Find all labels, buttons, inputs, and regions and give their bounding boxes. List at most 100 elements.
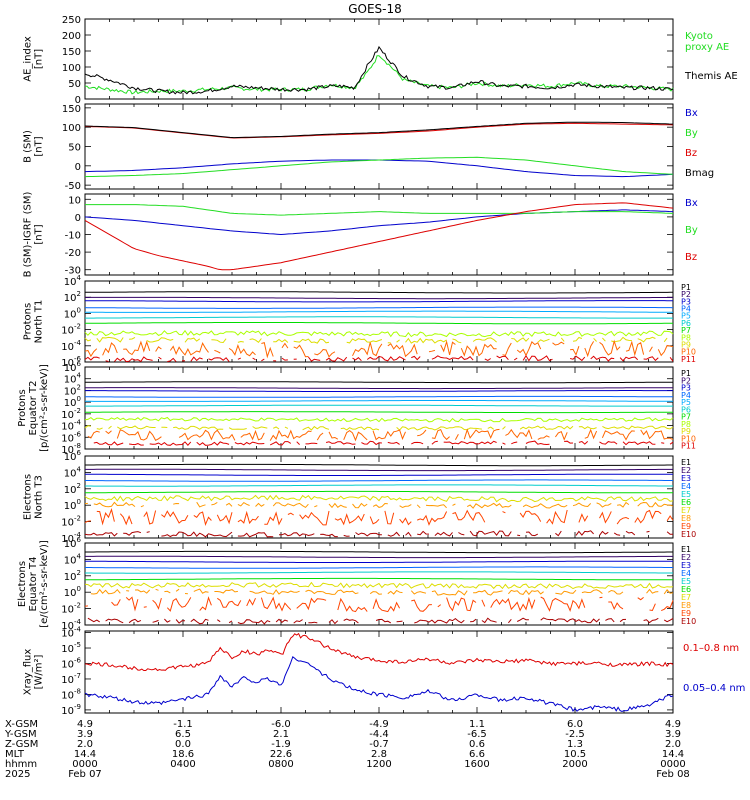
- x-axis-value: 14.4: [662, 749, 684, 760]
- legend-label-bsm-2: Bz: [685, 148, 697, 159]
- y-tick-label: 106: [64, 449, 82, 463]
- y-axis-label: [e/(cm²-s-sr-keV)]: [39, 540, 50, 628]
- channel-label-p1-P4: P4: [681, 305, 691, 314]
- series-line-dbsm-1: [85, 204, 674, 216]
- channel-label-p2-P5: P5: [681, 398, 691, 407]
- channel-label-e1-E5: E5: [681, 490, 691, 499]
- x-axis-value: 0400: [170, 759, 195, 770]
- legend-label-xray-0: 0.1–0.8 nm: [683, 643, 739, 654]
- x-axis-row-label: Y-GSM: [4, 729, 37, 740]
- x-axis-row-label: X-GSM: [5, 719, 38, 730]
- series-line-dbsm-2: [84, 202, 674, 271]
- channel-label-e2-E3: E3: [681, 561, 691, 570]
- channel-line-p1-P6: [85, 316, 673, 319]
- y-tick-exponent: -4: [74, 339, 82, 347]
- y-tick-exponent: 6: [77, 360, 82, 368]
- x-axis-value: 0000: [660, 759, 685, 770]
- channel-label-e2-E8: E8: [681, 601, 691, 610]
- channel-line-e2-E10: [87, 617, 674, 625]
- y-tick-label: 10-7: [61, 672, 81, 686]
- channel-line-e1-E10: [84, 530, 674, 538]
- series-line-xray-0: [85, 632, 674, 672]
- channel-line-e1-E4: [85, 479, 673, 482]
- channel-line-p2-P8: [84, 416, 674, 423]
- x-axis-value: 2.0: [77, 739, 93, 750]
- channel-line-p2-P7: [85, 411, 673, 414]
- channel-label-e2-E1: E1: [681, 545, 691, 554]
- x-axis-table: X-GSM 4.9 -1.1 -6.0 -4.9 1.1 6.0 4.9 Y-GSM 3.9 6.5…: [4, 719, 690, 780]
- x-axis-value: 6.0: [567, 719, 583, 730]
- x-axis-value: 6.5: [175, 729, 191, 740]
- channel-line-p2-P9: [84, 425, 674, 431]
- y-axis-label: [nT]: [34, 49, 45, 69]
- y-axis-label: Equator T2: [28, 381, 39, 436]
- channel-line-e2-E3: [85, 560, 673, 563]
- channel-line-p1-P1: [85, 291, 673, 294]
- y-tick-exponent: -4: [74, 618, 82, 626]
- panel-xray: 10-410-510-6 10-710-8 10-9 Xray_flux [W/m²] 0…: [23, 626, 746, 717]
- x-axis-value: -6.5: [467, 729, 487, 740]
- y-tick-exponent: -2: [74, 323, 81, 331]
- y-tick-label: 10-5: [61, 641, 81, 655]
- channel-line-p2-P5: [85, 400, 673, 402]
- y-tick-label: -10: [65, 231, 81, 242]
- channel-line-e1-E2: [85, 468, 673, 472]
- channel-label-p1-P5: P5: [681, 312, 691, 321]
- channel-label-p2-P11: P11: [681, 442, 696, 451]
- y-axis-label: Electrons: [23, 474, 34, 520]
- x-axis-row-label: Z-GSM: [5, 739, 38, 750]
- x-axis-value: 4.9: [77, 719, 93, 730]
- channel-label-e1-E3: E3: [681, 474, 691, 483]
- x-axis-value: 2.1: [273, 729, 289, 740]
- channel-label-e2-E7: E7: [681, 593, 691, 602]
- y-tick-exponent: -2: [74, 602, 81, 610]
- x-axis-value: 3.9: [77, 729, 93, 740]
- x-axis-value: 1600: [464, 759, 489, 770]
- y-tick-exponent: 4: [77, 372, 82, 380]
- y-axis-label: Equator T4: [28, 557, 39, 612]
- y-tick-label: 150: [62, 104, 81, 115]
- y-tick-exponent: -6: [74, 430, 82, 438]
- y-axis-label: Xray_flux: [23, 649, 34, 696]
- y-tick-label: 10: [68, 195, 81, 206]
- channel-line-p1-P5: [85, 310, 673, 313]
- series-line-xray-1: [84, 655, 674, 713]
- y-tick-exponent: -4: [74, 626, 82, 634]
- channel-line-p2-P4: [85, 395, 673, 398]
- channel-label-p1-P6: P6: [681, 319, 691, 328]
- channel-label-e2-E5: E5: [681, 577, 691, 586]
- channel-line-p1-P8: [84, 329, 674, 338]
- channel-line-p1-P2: [85, 296, 673, 300]
- x-axis-row-label: 2025: [5, 769, 30, 780]
- y-tick-exponent: 6: [77, 536, 82, 544]
- legend-label-xray-1: 0.05–0.4 nm: [683, 683, 745, 694]
- x-axis-value: 0000: [72, 759, 97, 770]
- y-tick-exponent: -9: [74, 703, 81, 711]
- legend-label-bsm-1: By: [685, 128, 698, 139]
- channel-line-e2-E5: [85, 571, 673, 574]
- y-tick-exponent: -2: [74, 515, 81, 523]
- channel-line-p2-P6: [85, 404, 673, 407]
- channel-label-p2-P2: P2: [681, 376, 691, 385]
- y-tick-label: 10-4: [61, 626, 81, 640]
- y-axis-label: AE_index: [23, 36, 34, 82]
- x-axis-value: -0.7: [369, 739, 389, 750]
- channel-line-p2-P2: [85, 387, 673, 390]
- legend-label-bsm-3: Bmag: [685, 168, 714, 179]
- channel-line-e2-E6: [85, 577, 673, 581]
- y-tick-label: -50: [65, 181, 81, 192]
- channel-label-p2-P8: P8: [681, 420, 691, 429]
- channel-label-p1-P9: P9: [681, 340, 691, 349]
- channel-line-p2-P10: [87, 428, 674, 442]
- legend-label-ae-0: Kyoto: [685, 31, 713, 42]
- y-tick-exponent: -4: [74, 531, 82, 539]
- channel-line-p1-P4: [84, 306, 674, 309]
- legend-label-dbsm-2: Bz: [685, 252, 697, 263]
- channel-line-e1-E8: [84, 501, 674, 509]
- channel-label-p2-P7: P7: [681, 413, 691, 422]
